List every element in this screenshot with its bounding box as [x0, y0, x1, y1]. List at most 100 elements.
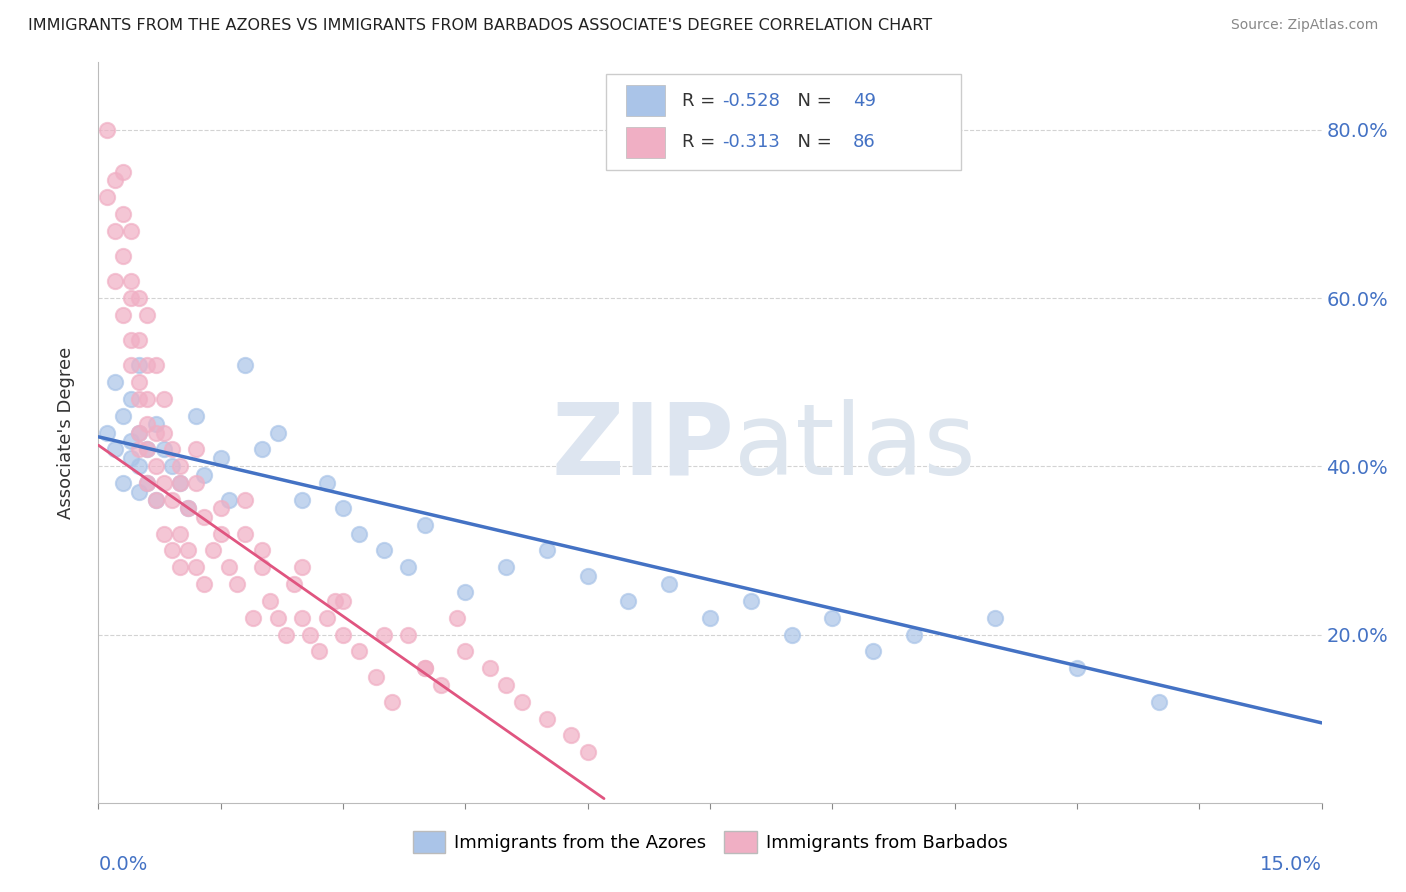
Point [315, 476, 337, 491]
Point [780, 627, 803, 641]
Point [152, 442, 174, 457]
Point [495, 678, 517, 692]
Point [821, 610, 844, 624]
Point [120, 450, 142, 465]
Point [413, 518, 436, 533]
Point [193, 577, 215, 591]
Point [218, 560, 240, 574]
Point [104, 375, 127, 389]
Point [128, 484, 150, 499]
Point [186, 560, 208, 574]
Point [177, 501, 200, 516]
Point [193, 509, 215, 524]
Point [250, 560, 273, 574]
Point [576, 568, 599, 582]
Point [267, 610, 290, 624]
Point [145, 359, 167, 373]
Point [274, 627, 297, 641]
Point [152, 476, 174, 491]
Legend: Immigrants from the Azores, Immigrants from Barbados: Immigrants from the Azores, Immigrants f… [405, 824, 1015, 861]
Point [96, 425, 118, 440]
Point [291, 492, 314, 507]
Text: 49: 49 [853, 92, 876, 110]
Point [128, 375, 150, 389]
Point [396, 627, 419, 641]
Point [120, 333, 142, 347]
Point [177, 501, 200, 516]
Point [128, 291, 150, 305]
Point [209, 501, 232, 516]
FancyBboxPatch shape [626, 86, 665, 117]
Point [396, 560, 419, 574]
Y-axis label: Associate's Degree: Associate's Degree [56, 346, 75, 519]
Point [136, 359, 159, 373]
Point [120, 274, 142, 288]
Point [169, 526, 191, 541]
Point [111, 249, 134, 263]
Point [332, 627, 354, 641]
Text: R =: R = [682, 92, 721, 110]
Point [145, 459, 167, 474]
Point [560, 729, 582, 743]
Point [169, 476, 191, 491]
Point [96, 122, 118, 136]
Point [495, 560, 517, 574]
Point [186, 409, 208, 423]
Point [120, 359, 142, 373]
Point [413, 661, 436, 675]
Point [104, 173, 127, 187]
Text: ZIP: ZIP [551, 399, 734, 496]
Text: 0.0%: 0.0% [98, 855, 148, 873]
Point [576, 745, 599, 759]
Point [160, 543, 183, 558]
Point [152, 526, 174, 541]
Point [332, 501, 354, 516]
Point [242, 610, 264, 624]
Point [152, 425, 174, 440]
Point [617, 594, 640, 608]
Point [169, 476, 191, 491]
Point [160, 442, 183, 457]
Point [233, 359, 256, 373]
Point [111, 476, 134, 491]
Point [186, 476, 208, 491]
Point [984, 610, 1007, 624]
Point [323, 594, 346, 608]
Point [128, 425, 150, 440]
Point [193, 467, 215, 482]
Point [128, 359, 150, 373]
Text: Source: ZipAtlas.com: Source: ZipAtlas.com [1230, 18, 1378, 32]
Point [160, 492, 183, 507]
Point [291, 560, 314, 574]
Point [136, 476, 159, 491]
Point [446, 610, 468, 624]
Point [111, 308, 134, 322]
Point [128, 392, 150, 406]
Point [291, 610, 314, 624]
Point [136, 476, 159, 491]
Point [259, 594, 281, 608]
Point [454, 644, 477, 658]
Point [120, 291, 142, 305]
Point [364, 670, 387, 684]
Text: -0.313: -0.313 [723, 134, 780, 152]
Point [120, 392, 142, 406]
Point [454, 585, 477, 599]
Point [136, 417, 159, 432]
Point [120, 434, 142, 448]
Point [283, 577, 305, 591]
Text: N =: N = [786, 134, 838, 152]
FancyBboxPatch shape [626, 127, 665, 158]
Point [136, 308, 159, 322]
Point [536, 712, 558, 726]
Point [128, 333, 150, 347]
Point [1147, 695, 1170, 709]
Point [111, 207, 134, 221]
Point [658, 577, 681, 591]
Point [104, 224, 127, 238]
Point [349, 644, 371, 658]
Text: atlas: atlas [734, 399, 976, 496]
Text: IMMIGRANTS FROM THE AZORES VS IMMIGRANTS FROM BARBADOS ASSOCIATE'S DEGREE CORREL: IMMIGRANTS FROM THE AZORES VS IMMIGRANTS… [28, 18, 932, 33]
Point [145, 492, 167, 507]
Point [430, 678, 453, 692]
